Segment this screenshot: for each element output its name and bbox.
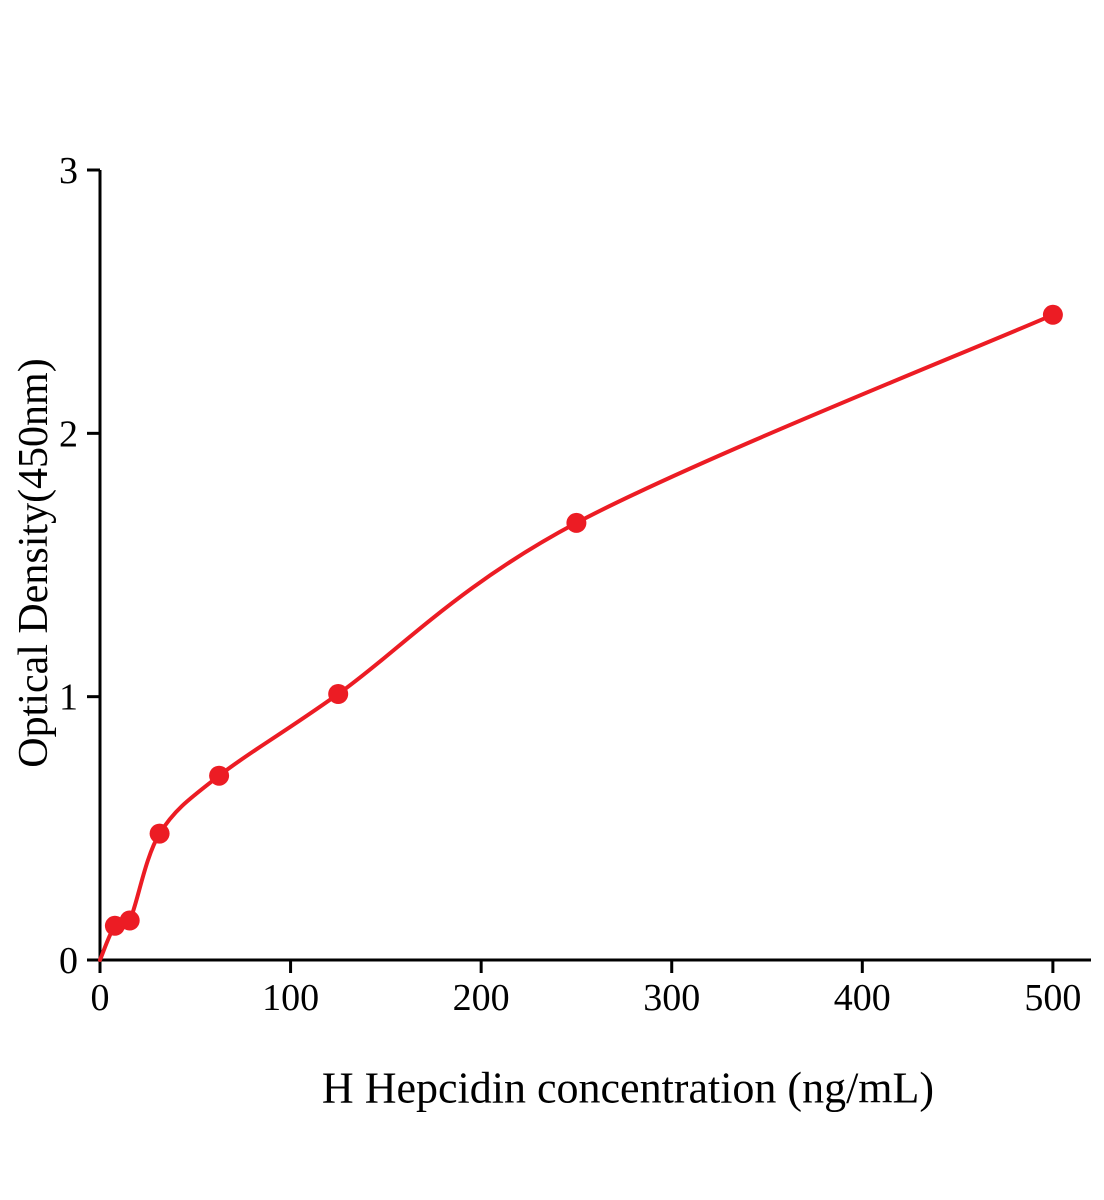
data-point: [209, 765, 230, 786]
axis-ticks: 0 100 200 300 400 500 0 1 2 3: [59, 150, 1081, 1019]
x-tick-label: 300: [643, 977, 700, 1019]
data-point: [328, 684, 349, 704]
x-tick-label: 500: [1024, 977, 1081, 1019]
data-point: [566, 512, 587, 533]
data-point: [149, 823, 170, 844]
data-point: [1042, 304, 1063, 325]
x-tick-label: 200: [453, 977, 510, 1019]
x-tick-label: 100: [262, 977, 319, 1019]
data-point: [119, 910, 140, 931]
y-tick-label: 0: [59, 940, 78, 982]
x-tick-label: 400: [834, 977, 891, 1019]
data-points: [104, 304, 1063, 936]
y-axis-title: Optical Density(450nm): [11, 358, 57, 768]
x-axis-title: H Hepcidin concentration (ng/mL): [321, 1063, 935, 1113]
y-tick-label: 1: [59, 677, 78, 719]
fit-curve: [98, 312, 1055, 962]
y-tick-label: 2: [59, 413, 78, 455]
y-tick-label: 3: [59, 150, 78, 192]
axes-spine: [98, 170, 1091, 962]
x-tick-label: 0: [91, 977, 110, 1019]
